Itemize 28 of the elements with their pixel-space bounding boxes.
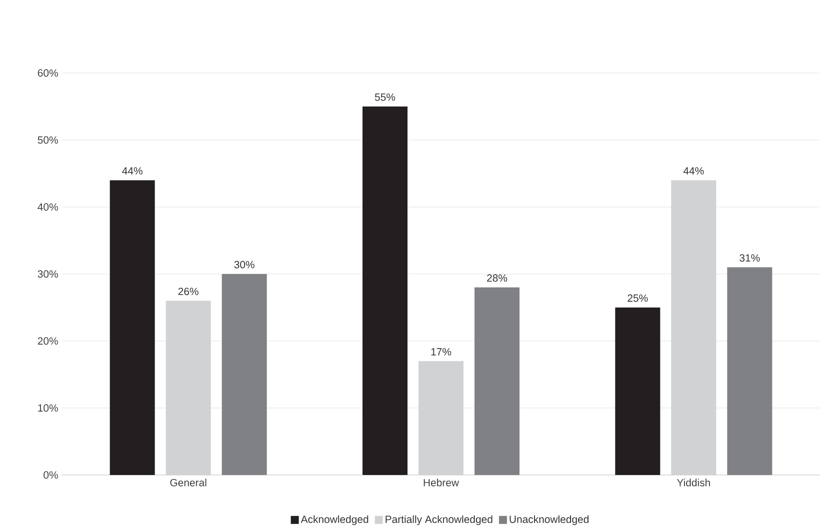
data-label: 44%	[122, 166, 142, 174]
x-tick-label: General	[170, 478, 206, 486]
y-tick-label: 20%	[38, 337, 58, 344]
data-label: 31%	[740, 254, 760, 262]
bar	[110, 180, 155, 475]
data-label: 30%	[234, 260, 254, 268]
data-label: 55%	[374, 93, 396, 101]
y-tick-label: 40%	[38, 203, 58, 210]
y-tick-label: 10%	[38, 404, 58, 412]
bar	[362, 106, 408, 475]
data-label: 44%	[683, 166, 704, 174]
legend-label: Partially Acknowledged	[386, 515, 492, 525]
y-tick-label: 60%	[38, 69, 58, 76]
data-label: 26%	[178, 287, 198, 295]
x-tick-label: Hebrew	[424, 478, 460, 486]
y-tick-label: 30%	[38, 270, 58, 278]
bar	[474, 287, 520, 475]
data-label: 17%	[431, 348, 452, 356]
bar	[615, 307, 660, 475]
legend-label: Unacknowledged	[510, 515, 589, 525]
y-tick-label: 0%	[44, 471, 58, 478]
bar	[222, 274, 267, 475]
y-tick-label: 50%	[38, 136, 58, 144]
legend-label: Acknowledged	[300, 515, 368, 525]
data-label: 28%	[487, 274, 508, 282]
x-tick-label: Yiddish	[676, 478, 710, 486]
data-label: 25%	[628, 294, 648, 302]
bar	[727, 267, 772, 475]
